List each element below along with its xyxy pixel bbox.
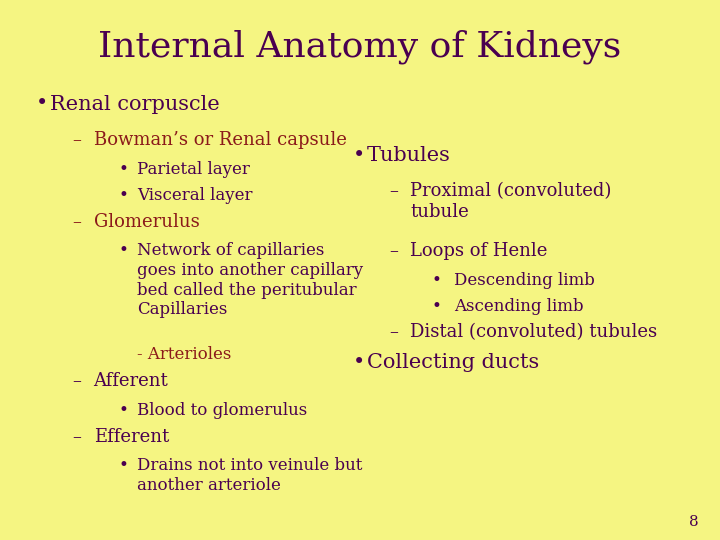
Text: Collecting ducts: Collecting ducts — [367, 353, 539, 372]
Text: Parietal layer: Parietal layer — [137, 161, 250, 178]
Text: Loops of Henle: Loops of Henle — [410, 242, 548, 260]
Text: •: • — [353, 146, 365, 165]
Text: Network of capillaries
goes into another capillary
bed called the peritubular
Ca: Network of capillaries goes into another… — [137, 242, 363, 318]
Text: –: – — [72, 428, 81, 445]
Text: Efferent: Efferent — [94, 428, 169, 445]
Text: •: • — [432, 272, 442, 288]
Text: Glomerulus: Glomerulus — [94, 213, 199, 231]
Text: Ascending limb: Ascending limb — [454, 298, 583, 314]
Text: –: – — [389, 242, 397, 260]
Text: Distal (convoluted) tubules: Distal (convoluted) tubules — [410, 323, 657, 341]
Text: –: – — [72, 131, 81, 149]
Text: Renal corpuscle: Renal corpuscle — [50, 94, 220, 113]
Text: Tubules: Tubules — [367, 146, 451, 165]
Text: •: • — [119, 457, 129, 474]
Text: •: • — [432, 298, 442, 314]
Text: Blood to glomerulus: Blood to glomerulus — [137, 402, 307, 418]
Text: –: – — [72, 213, 81, 231]
Text: •: • — [36, 94, 48, 113]
Text: Proximal (convoluted)
tubule: Proximal (convoluted) tubule — [410, 183, 612, 221]
Text: 8: 8 — [689, 515, 698, 529]
Text: Internal Anatomy of Kidneys: Internal Anatomy of Kidneys — [99, 30, 621, 64]
Text: •: • — [119, 402, 129, 418]
Text: Afferent: Afferent — [94, 372, 168, 390]
Text: –: – — [72, 372, 81, 390]
Text: Bowman’s or Renal capsule: Bowman’s or Renal capsule — [94, 131, 346, 149]
Text: –: – — [389, 183, 397, 200]
Text: –: – — [389, 323, 397, 341]
Text: •: • — [119, 242, 129, 259]
Text: - Arterioles: - Arterioles — [137, 346, 231, 363]
Text: •: • — [119, 161, 129, 178]
Text: •: • — [353, 353, 365, 372]
Text: •: • — [119, 187, 129, 204]
Text: Descending limb: Descending limb — [454, 272, 595, 288]
Text: Visceral layer: Visceral layer — [137, 187, 252, 204]
Text: Drains not into veinule but
another arteriole: Drains not into veinule but another arte… — [137, 457, 362, 494]
